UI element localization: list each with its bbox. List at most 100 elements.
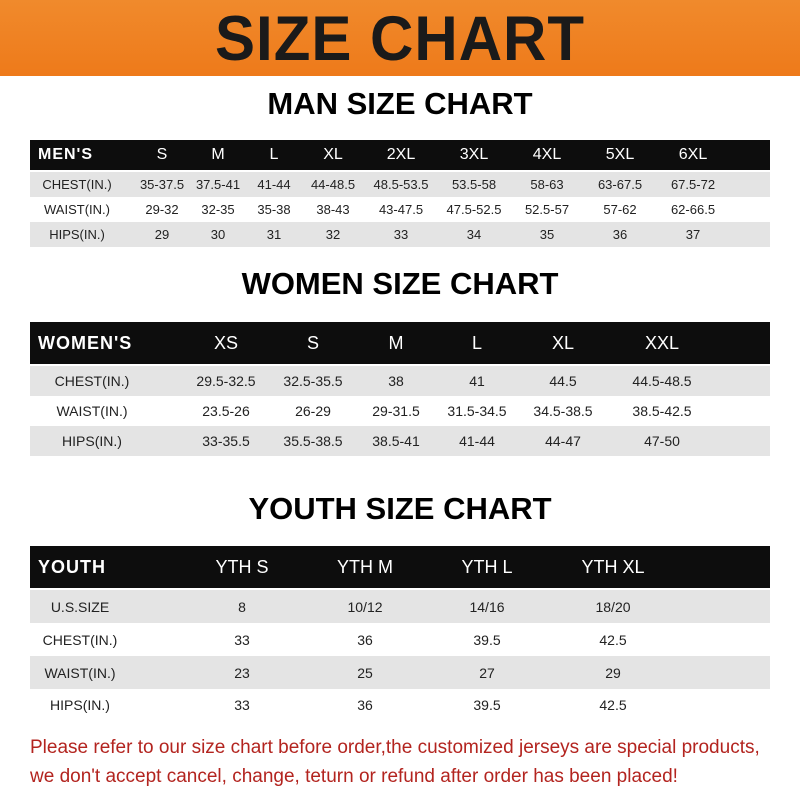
size-header-cell: XL xyxy=(323,146,343,163)
table-title-cell: MEN'S xyxy=(38,146,94,163)
table-cell: 37.5-41 xyxy=(195,177,241,192)
footer-line-1: Please refer to our size chart before or… xyxy=(30,737,760,758)
table-cell: 39.5 xyxy=(473,631,501,648)
table-row: CHEST(IN.) 35-37.5 37.5-41 41-44 44-48.5 48.5… xyxy=(30,172,770,197)
size-header-cell: XS xyxy=(213,332,239,353)
table-cell: 33 xyxy=(234,631,250,648)
table-cell: 31.5-34.5 xyxy=(447,403,507,419)
table-cell: 44.5-48.5 xyxy=(632,373,692,389)
table-cell: 47-50 xyxy=(644,433,680,449)
table-cell: 41-44 xyxy=(459,433,495,449)
table-cell: 36 xyxy=(357,697,373,713)
table-cell: 39.5 xyxy=(473,697,501,713)
table-cell: 37 xyxy=(685,227,701,242)
table-cell: 35.5-38.5 xyxy=(283,433,343,449)
row-label: CHEST(IN.) xyxy=(42,177,112,192)
size-header-cell: YTH M xyxy=(337,556,393,577)
table-cell: 58-63 xyxy=(530,177,564,192)
table-cell: 44-47 xyxy=(545,433,581,449)
men-section-title: MAN SIZE CHART xyxy=(267,86,533,121)
women-section-title: WOMEN SIZE CHART xyxy=(241,266,559,301)
table-row: WAIST(IN.) 23.5-26 26-29 29-31.5 31.5-34.5 34… xyxy=(30,396,770,426)
table-cell: 25 xyxy=(357,664,373,681)
table-title-cell: WOMEN'S xyxy=(38,332,133,353)
size-header-cell: YTH S xyxy=(215,556,269,577)
table-cell: 35 xyxy=(539,227,555,242)
row-label: WAIST(IN.) xyxy=(56,403,128,419)
table-cell: 10/12 xyxy=(347,598,383,615)
table-cell: 31 xyxy=(266,227,282,242)
row-label: HIPS(IN.) xyxy=(62,433,122,449)
banner-title: SIZE CHART xyxy=(215,3,585,74)
size-header-cell: 4XL xyxy=(532,146,562,163)
size-header-cell: YTH L xyxy=(461,556,513,577)
table-cell: 62-66.5 xyxy=(670,202,716,217)
footer-notice: Please refer to our size chart before or… xyxy=(30,733,780,791)
table-cell: 53.5-58 xyxy=(451,177,497,192)
table-cell: 32.5-35.5 xyxy=(283,373,343,389)
table-cell: 35-38 xyxy=(257,202,291,217)
size-header-cell: S xyxy=(306,332,320,353)
table-header-row: WOMEN'S XS S M L XL XXL xyxy=(30,322,770,364)
table-cell: 47.5-52.5 xyxy=(446,202,502,217)
size-header-cell: M xyxy=(211,146,225,163)
table-cell: 14/16 xyxy=(469,598,505,615)
table-cell: 67.5-72 xyxy=(670,177,716,192)
size-header-cell: S xyxy=(156,146,168,163)
table-cell: 23 xyxy=(234,664,250,681)
table-cell: 44.5 xyxy=(549,373,577,389)
table-cell: 41 xyxy=(469,373,485,389)
table-cell: 41-44 xyxy=(257,177,291,192)
table-cell: 23.5-26 xyxy=(202,403,250,419)
table-cell: 32-35 xyxy=(201,202,235,217)
table-cell: 43-47.5 xyxy=(378,202,424,217)
row-label: HIPS(IN.) xyxy=(49,227,105,242)
row-label: U.S.SIZE xyxy=(50,598,110,615)
table-cell: 57-62 xyxy=(603,202,637,217)
row-label: WAIST(IN.) xyxy=(44,202,110,217)
table-cell: 38.5-42.5 xyxy=(632,403,692,419)
size-header-cell: 3XL xyxy=(459,146,489,163)
table-cell: 27 xyxy=(479,664,495,681)
table-header-row: YOUTH YTH S YTH M YTH L YTH XL xyxy=(30,546,770,588)
table-cell: 29.5-32.5 xyxy=(196,373,256,389)
table-cell: 38-43 xyxy=(316,202,350,217)
table-row: CHEST(IN.) 29.5-32.5 32.5-35.5 38 41 44.5 44.5… xyxy=(30,366,770,396)
footer-line-2: we don't accept cancel, change, teturn o… xyxy=(30,766,678,787)
size-header-cell: 5XL xyxy=(605,146,635,163)
table-row: U.S.SIZE 8 10/12 14/16 18/20 xyxy=(30,590,770,623)
table-cell: 33 xyxy=(393,227,409,242)
table-cell: 33 xyxy=(234,697,250,713)
table-cell: 8 xyxy=(238,598,246,615)
table-row: HIPS(IN.) 33 36 39.5 42.5 xyxy=(30,689,770,721)
table-cell: 63-67.5 xyxy=(597,177,643,192)
size-header-cell: L xyxy=(269,146,279,163)
table-cell: 30 xyxy=(210,227,226,242)
table-cell: 42.5 xyxy=(599,631,627,648)
table-row: HIPS(IN.) 33-35.5 35.5-38.5 38.5-41 41-44 44-… xyxy=(30,426,770,456)
table-cell: 29 xyxy=(154,227,170,242)
table-cell: 44-48.5 xyxy=(310,177,356,192)
banner: SIZE CHART xyxy=(0,0,800,76)
table-cell: 36 xyxy=(612,227,628,242)
size-header-cell: L xyxy=(471,332,483,353)
table-cell: 29-32 xyxy=(145,202,179,217)
table-row: WAIST(IN.) 23 25 27 29 xyxy=(30,656,770,689)
table-title-cell: YOUTH xyxy=(38,556,106,577)
table-cell: 29-31.5 xyxy=(372,403,420,419)
row-label: HIPS(IN.) xyxy=(50,697,110,713)
table-header-row: MEN'S S M L XL 2XL 3XL 4XL 5XL 6XL xyxy=(30,140,770,170)
table-cell: 18/20 xyxy=(595,598,631,615)
table-cell: 36 xyxy=(357,631,373,648)
row-label: CHEST(IN.) xyxy=(42,631,118,648)
size-header-cell: 6XL xyxy=(678,146,708,163)
table-cell: 42.5 xyxy=(599,697,627,713)
table-cell: 48.5-53.5 xyxy=(373,177,429,192)
table-cell: 38.5-41 xyxy=(372,433,420,449)
size-header-cell: 2XL xyxy=(386,146,416,163)
row-label: CHEST(IN.) xyxy=(54,373,130,389)
table-row: HIPS(IN.) 29 30 31 32 33 34 35 36 37 xyxy=(30,222,770,247)
table-cell: 52.5-57 xyxy=(524,202,570,217)
table-cell: 34 xyxy=(466,227,482,242)
table-row: CHEST(IN.) 33 36 39.5 42.5 xyxy=(30,623,770,656)
